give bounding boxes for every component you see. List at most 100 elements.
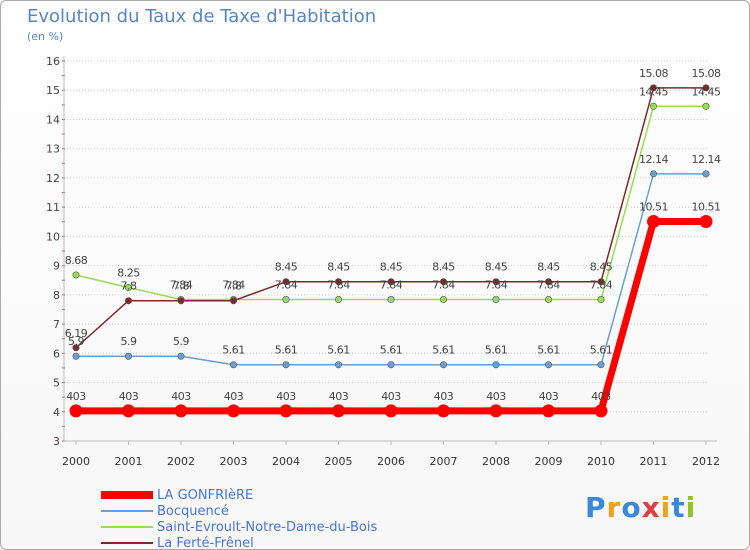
data-label: 403 [66,390,86,403]
data-label: 8.45 [485,261,508,274]
x-tick-label: 2002 [167,455,195,468]
legend-swatch [101,491,153,499]
data-label: 14.45 [639,85,668,98]
data-label: 14.45 [692,85,721,98]
data-point [69,404,83,418]
data-label: 403 [276,390,296,403]
data-point [544,361,552,369]
x-tick-label: 2011 [640,455,668,468]
x-tick-label: 2012 [692,455,720,468]
legend-label: LA GONFRIèRE [157,487,254,503]
data-point [702,102,710,110]
data-point [649,102,657,110]
data-label: 7.8 [173,280,189,293]
data-label: 8.45 [380,261,403,274]
data-label: 15.08 [639,67,668,80]
y-tick-label: 5 [53,377,60,390]
data-label: 8.45 [432,261,455,274]
x-tick-label: 2000 [62,455,90,468]
data-label: 7.84 [170,279,193,292]
data-label: 8.45 [537,261,560,274]
data-label: 7.8 [226,280,242,293]
data-point [125,352,133,360]
y-tick-label: 3 [53,435,60,448]
data-point [282,278,290,286]
data-label: 10.51 [639,200,668,213]
data-label: 5.9 [173,335,189,348]
y-tick-label: 15 [46,84,60,97]
data-point [594,404,608,418]
data-label: 8.45 [275,261,298,274]
data-point [492,296,500,304]
data-label: 5.61 [380,344,403,357]
data-label: 5.61 [432,344,455,357]
data-point [72,352,80,360]
data-point [72,344,80,352]
x-tick-label: 2010 [587,455,615,468]
x-tick-label: 2007 [430,455,458,468]
data-point [282,361,290,369]
data-label: 12.14 [639,153,668,166]
legend-label: La Ferté-Frênel [157,535,254,550]
proxiti-logo: Proxiti [585,491,697,524]
data-label: 7.84 [380,279,403,292]
data-label: 5.61 [275,344,298,357]
data-point [492,361,500,369]
series-line [75,87,706,349]
y-tick-label: 14 [46,113,60,126]
x-tick-label: 2009 [535,455,563,468]
data-point [334,278,342,286]
data-point [387,296,395,304]
data-label: 403 [171,390,191,403]
data-label: 5.61 [590,344,613,357]
data-point [334,296,342,304]
data-point [230,297,238,305]
data-label: 403 [434,390,454,403]
y-tick-label: 4 [53,406,60,419]
data-label: 8.25 [117,267,140,280]
data-point [439,278,447,286]
data-point [439,361,447,369]
data-point [647,214,660,228]
data-label: 5.61 [327,344,350,357]
data-label: 5.9 [68,335,84,348]
data-point [597,296,605,304]
data-label: 7.84 [327,279,350,292]
data-label: 403 [591,390,611,403]
data-label: 403 [119,390,139,403]
data-point [702,84,710,92]
data-point [282,296,290,304]
data-point [542,404,555,418]
data-point [597,278,605,286]
data-point [279,404,293,418]
data-label: 8.45 [327,261,350,274]
data-point [649,170,657,178]
x-tick-label: 2008 [482,455,510,468]
data-point [122,404,135,418]
data-point [387,361,395,369]
legend-item: Saint-Evroult-Notre-Dame-du-Bois [101,519,377,535]
legend-item: La Ferté-Frênel [101,535,377,550]
y-tick-label: 11 [46,201,60,214]
data-point [544,296,552,304]
data-point [125,284,133,292]
data-label: 6.19 [65,327,88,340]
y-tick-label: 13 [46,143,60,156]
data-point [230,361,238,369]
y-tick-label: 7 [53,318,60,331]
y-tick-label: 9 [53,260,60,273]
y-tick-label: 16 [46,55,60,68]
data-label: 5.61 [485,344,508,357]
data-label: 12.14 [692,153,721,166]
data-point [332,404,345,418]
x-tick-label: 2005 [325,455,353,468]
data-label: 15.08 [692,67,721,80]
data-point [125,297,133,305]
data-point [177,352,185,360]
legend-swatch [101,542,153,544]
data-label: 403 [329,390,349,403]
x-tick-label: 2004 [272,455,300,468]
data-label: 403 [539,390,559,403]
data-label: 8.45 [590,261,613,274]
